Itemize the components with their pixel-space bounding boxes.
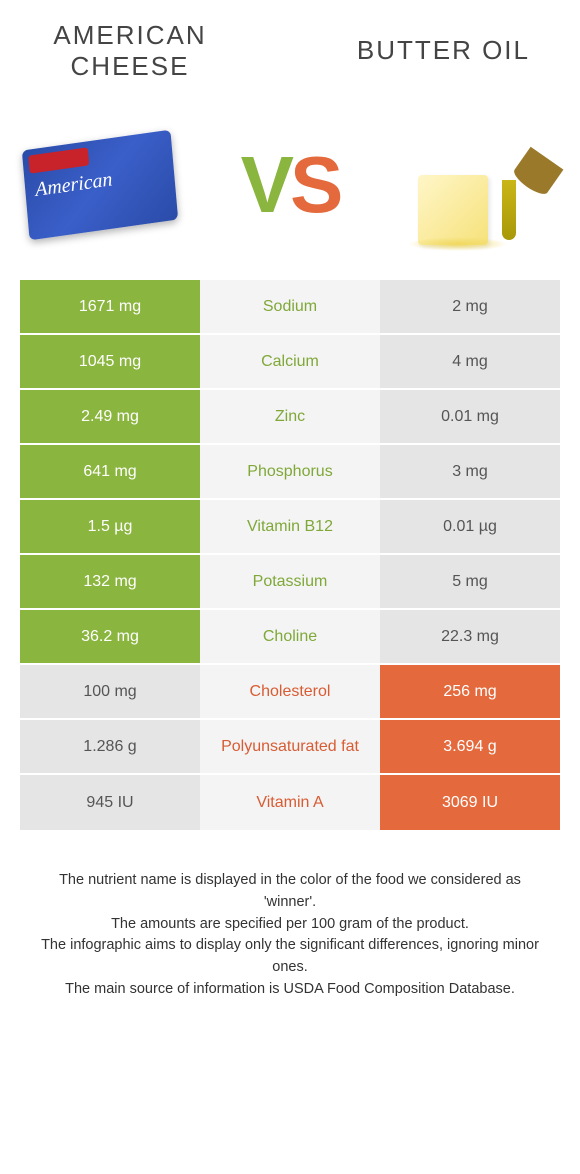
left-value: 1.286 g	[20, 720, 200, 773]
footer-line: The infographic aims to display only the…	[35, 935, 545, 979]
left-value: 945 IU	[20, 775, 200, 830]
left-value: 641 mg	[20, 445, 200, 498]
nutrient-name: Sodium	[200, 280, 380, 333]
table-row: 1.286 gPolyunsaturated fat3.694 g	[20, 720, 560, 775]
nutrient-name: Vitamin A	[200, 775, 380, 830]
oil-pour-icon	[492, 155, 542, 245]
nutrient-name: Polyunsaturated fat	[200, 720, 380, 773]
right-value: 0.01 µg	[380, 500, 560, 553]
right-value: 3.694 g	[380, 720, 560, 773]
footer-line: The main source of information is USDA F…	[35, 979, 545, 1001]
nutrient-name: Vitamin B12	[200, 500, 380, 553]
comparison-table: 1671 mgSodium2 mg1045 mgCalcium4 mg2.49 …	[20, 280, 560, 830]
left-value: 1045 mg	[20, 335, 200, 388]
nutrient-name: Calcium	[200, 335, 380, 388]
footer-notes: The nutrient name is displayed in the co…	[0, 830, 580, 1001]
header: AMERICAN CHEESE BUTTER OIL	[0, 0, 580, 110]
left-value: 1671 mg	[20, 280, 200, 333]
table-row: 36.2 mgCholine22.3 mg	[20, 610, 560, 665]
table-row: 132 mgPotassium5 mg	[20, 555, 560, 610]
left-value: 36.2 mg	[20, 610, 200, 663]
right-value: 22.3 mg	[380, 610, 560, 663]
right-food-title: BUTTER OIL	[230, 20, 550, 66]
vs-v: V	[241, 140, 290, 229]
right-value: 2 mg	[380, 280, 560, 333]
vs-label: VS	[241, 139, 340, 231]
nutrient-name: Choline	[200, 610, 380, 663]
images-row: VS	[0, 110, 580, 280]
right-value: 0.01 mg	[380, 390, 560, 443]
table-row: 1.5 µgVitamin B120.01 µg	[20, 500, 560, 555]
left-value: 1.5 µg	[20, 500, 200, 553]
table-row: 100 mgCholesterol256 mg	[20, 665, 560, 720]
left-food-title: AMERICAN CHEESE	[30, 20, 230, 82]
right-value: 3 mg	[380, 445, 560, 498]
right-value: 5 mg	[380, 555, 560, 608]
left-value: 132 mg	[20, 555, 200, 608]
footer-line: The amounts are specified per 100 gram o…	[35, 914, 545, 936]
right-value: 256 mg	[380, 665, 560, 718]
table-row: 2.49 mgZinc0.01 mg	[20, 390, 560, 445]
right-value: 3069 IU	[380, 775, 560, 830]
left-value: 100 mg	[20, 665, 200, 718]
left-value: 2.49 mg	[20, 390, 200, 443]
nutrient-name: Zinc	[200, 390, 380, 443]
right-food-image	[400, 125, 560, 245]
table-row: 1045 mgCalcium4 mg	[20, 335, 560, 390]
nutrient-name: Phosphorus	[200, 445, 380, 498]
nutrient-name: Cholesterol	[200, 665, 380, 718]
right-value: 4 mg	[380, 335, 560, 388]
footer-line: The nutrient name is displayed in the co…	[35, 870, 545, 914]
butter-icon	[418, 175, 488, 245]
vs-s: S	[290, 140, 339, 229]
nutrient-name: Potassium	[200, 555, 380, 608]
table-row: 641 mgPhosphorus3 mg	[20, 445, 560, 500]
cheese-package-icon	[22, 130, 178, 241]
left-food-image	[20, 125, 180, 245]
table-row: 945 IUVitamin A3069 IU	[20, 775, 560, 830]
table-row: 1671 mgSodium2 mg	[20, 280, 560, 335]
